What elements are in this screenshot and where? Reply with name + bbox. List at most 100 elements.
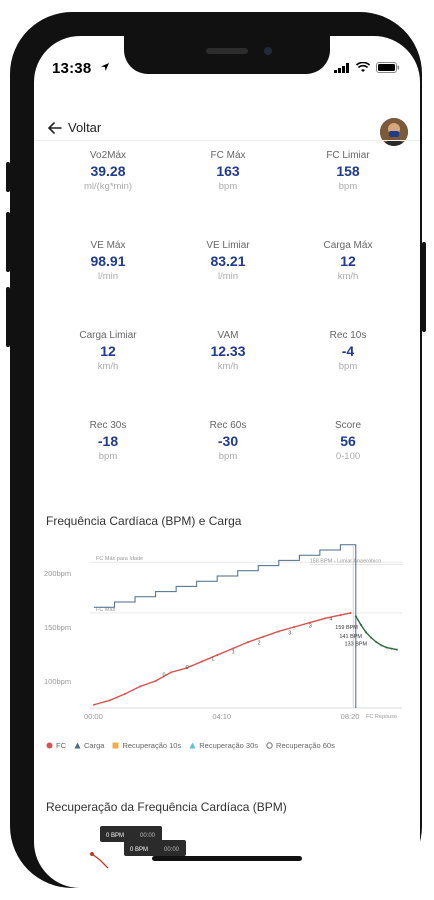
fc-point	[231, 647, 234, 650]
heart-rate-chart[interactable]: 200bpm 150bpm 100bpm 00:00 04:10 08:20 FC Máx …	[42, 536, 414, 736]
metric-label: Rec 30s	[89, 420, 127, 431]
fc-point	[293, 626, 296, 628]
metric-unit: bpm	[338, 361, 358, 372]
stage-label: 0	[163, 673, 166, 679]
y-tick-label: 100bpm	[44, 677, 71, 686]
metrics-row: Vo2Máx 39.28 ml/(kg*min) FC Máx 163 bpm …	[48, 150, 408, 240]
metric-ve-max: VE Máx 98.91 l/min	[48, 240, 168, 330]
metric-label: Score	[334, 420, 362, 431]
recovery-tooltip	[124, 840, 186, 856]
user-photo-icon	[380, 118, 408, 146]
fc-point	[308, 621, 311, 624]
carga-series-line	[94, 544, 357, 708]
recovery-point	[390, 647, 393, 650]
metric-unit: km/h	[97, 361, 119, 372]
metric-label: VAM	[217, 330, 239, 341]
metric-unit: l/min	[97, 271, 119, 282]
metric-value: 83.21	[210, 253, 246, 269]
battery-icon	[376, 62, 400, 73]
metric-value: -4	[341, 343, 355, 359]
metric-value: 98.91	[90, 253, 126, 269]
reference-label: FC Repouso	[366, 714, 397, 720]
recovery-point	[359, 623, 362, 626]
recovery-chart[interactable]: 0 BPM 00:00 0 BPM 00:00	[42, 824, 414, 874]
metric-rec-10s: Rec 10s -4 bpm	[288, 330, 408, 420]
reference-label: FC Máx para Idade	[96, 556, 143, 562]
legend-label: Carga	[84, 741, 105, 750]
recovery-point	[370, 636, 373, 639]
status-time: 13:38	[52, 60, 92, 77]
metric-unit: 0-100	[335, 451, 361, 462]
recovery-point	[90, 852, 94, 856]
metric-unit: ml/(kg*min)	[83, 181, 133, 192]
metric-ve-limiar: VE Limiar 83.21 l/min	[168, 240, 288, 330]
legend-item[interactable]: Recuperação 10s	[112, 741, 181, 750]
fc-point	[200, 660, 203, 663]
fc-point	[277, 630, 280, 633]
legend-swatch	[74, 742, 81, 749]
screen: 13:38	[34, 36, 420, 888]
stage-label: 4	[329, 617, 332, 623]
metric-value: 163	[216, 163, 240, 179]
status-icons	[334, 62, 400, 73]
metric-rec-30s: Rec 30s -18 bpm	[48, 420, 168, 510]
metric-label: Rec 10s	[329, 330, 367, 341]
legend-item[interactable]: FC	[46, 741, 66, 750]
fc-point	[123, 692, 126, 695]
legend-label: Recuperação 10s	[122, 741, 182, 750]
recovery-point	[375, 641, 378, 644]
fc-point	[339, 614, 342, 617]
recovery-chart-title: Recuperação da Frequência Cardíaca (BPM)	[46, 800, 287, 814]
metric-value: 56	[340, 433, 356, 449]
fc-point	[185, 667, 188, 670]
tooltip-time: 00:00	[140, 833, 156, 839]
metric-label: Vo2Máx	[89, 150, 127, 161]
metric-vam: VAM 12.33 km/h	[168, 330, 288, 420]
tooltip-time: 00:00	[164, 847, 180, 853]
fc-point	[247, 641, 249, 644]
reference-label: FC Máx	[96, 607, 116, 613]
avatar[interactable]	[380, 118, 408, 146]
fc-point	[93, 703, 95, 706]
metric-value: 12	[340, 253, 356, 269]
metric-value: 39.28	[90, 163, 126, 179]
metric-carga-max: Carga Máx 12 km/h	[288, 240, 408, 330]
metrics-row: VE Máx 98.91 l/min VE Limiar 83.21 l/min…	[48, 240, 408, 330]
legend-label: Recuperação 30s	[199, 741, 259, 750]
stage-label: 0	[186, 665, 189, 671]
recovery-point	[365, 631, 368, 634]
metric-unit: km/h	[217, 361, 239, 372]
y-tick-label: 150bpm	[44, 623, 71, 632]
header-divider	[34, 140, 420, 141]
legend-item[interactable]: Carga	[74, 741, 104, 750]
metrics-grid: Vo2Máx 39.28 ml/(kg*min) FC Máx 163 bpm …	[48, 150, 408, 510]
legend-item[interactable]: Recuperação 60s	[266, 741, 335, 750]
recovery-point	[385, 646, 388, 649]
metrics-row: Carga Limiar 12 km/h VAM 12.33 km/h Rec …	[48, 330, 408, 420]
back-button[interactable]: Voltar	[48, 120, 101, 135]
metric-label: FC Limiar	[326, 150, 370, 161]
x-tick-label: 00:00	[84, 712, 103, 721]
metric-fc-max: FC Máx 163 bpm	[168, 150, 288, 240]
stage-label: 3	[288, 630, 291, 636]
fc-point	[216, 654, 219, 657]
metric-label: VE Limiar	[206, 240, 250, 251]
metric-score: Score 56 0-100	[288, 420, 408, 510]
tooltip-bpm: 0 BPM	[106, 833, 124, 839]
recovery-value-label: 141 BPM	[339, 634, 362, 640]
recovery-tooltip	[100, 826, 162, 842]
stage-label: 1	[211, 656, 214, 662]
fc-point	[262, 635, 265, 638]
metric-vo2max: Vo2Máx 39.28 ml/(kg*min)	[48, 150, 168, 240]
notch	[124, 36, 330, 74]
fc-point	[108, 699, 111, 702]
metric-label: Carga Máx	[323, 240, 373, 251]
speaker	[206, 48, 248, 54]
location-arrow-icon	[101, 63, 109, 71]
recovery-point	[380, 644, 383, 647]
metrics-row: Rec 30s -18 bpm Rec 60s -30 bpm Score 56…	[48, 420, 408, 510]
metric-rec-60s: Rec 60s -30 bpm	[168, 420, 288, 510]
legend-item[interactable]: Recuperação 30s	[189, 741, 258, 750]
arrow-left-icon	[48, 121, 62, 134]
metric-fc-limiar: FC Limiar 158 bpm	[288, 150, 408, 240]
